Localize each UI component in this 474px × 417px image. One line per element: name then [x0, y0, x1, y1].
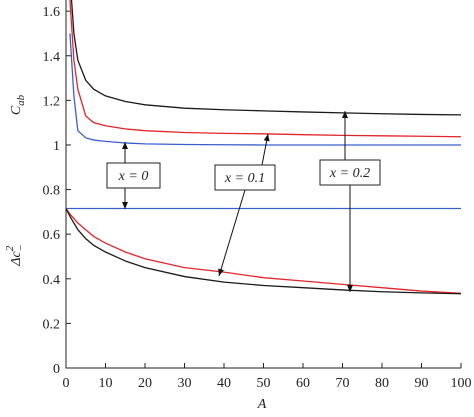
annotation-arrow: [261, 133, 270, 166]
y-tick-label: 1: [53, 139, 60, 154]
annotation-arrow: [218, 189, 246, 277]
annotation-label: x = 0.1: [224, 171, 265, 186]
x-tick-label: 100: [451, 376, 472, 391]
x-tick-label: 90: [415, 376, 429, 391]
y-tick-label: 0.8: [43, 184, 61, 199]
x-tick-label: 30: [178, 376, 192, 391]
x-tick-label: 0: [63, 376, 70, 391]
y-label-sub: −: [15, 244, 27, 251]
x-tick-label: 20: [138, 376, 152, 391]
x-tick-label: 80: [375, 376, 389, 391]
axis-frame: [65, 0, 461, 369]
series-line: [69, 33, 461, 146]
annotation-label: x = 0: [118, 169, 149, 184]
y-tick-label: 0: [53, 362, 60, 377]
y-label-sup: 2: [4, 245, 16, 251]
y-tick-label: 1.4: [43, 50, 61, 65]
x-tick-label: 10: [99, 376, 113, 391]
x-tick-label: 50: [257, 376, 271, 391]
series-line: [69, 0, 461, 138]
annotation-box: [319, 159, 381, 186]
y-tick-label: 1.6: [43, 5, 61, 20]
x-axis-label: A: [257, 397, 267, 412]
y-tick-label: 0.4: [43, 273, 61, 288]
y-label-main: Δc: [9, 250, 24, 266]
y-tick-label: 0.2: [43, 317, 61, 332]
y-label-main: C: [9, 105, 24, 115]
y-axis-label: Cab: [9, 94, 27, 115]
y-axis-label: Δc2−: [4, 244, 27, 266]
annotation-label: x = 0.2: [329, 166, 370, 181]
plot-lines: [66, 0, 461, 295]
x-tick-label: 70: [336, 376, 350, 391]
y-tick-label: 1.2: [43, 94, 61, 109]
x-tick-label: 60: [296, 376, 310, 391]
annotation-box: [214, 164, 276, 191]
series-line: [70, 0, 461, 116]
y-tick-label: 0.6: [43, 228, 61, 243]
y-label-sub: ab: [15, 94, 27, 106]
series-line: [66, 208, 461, 295]
annotation-box: [106, 162, 161, 189]
x-tick-label: 40: [217, 376, 231, 391]
series-line: [66, 208, 461, 294]
